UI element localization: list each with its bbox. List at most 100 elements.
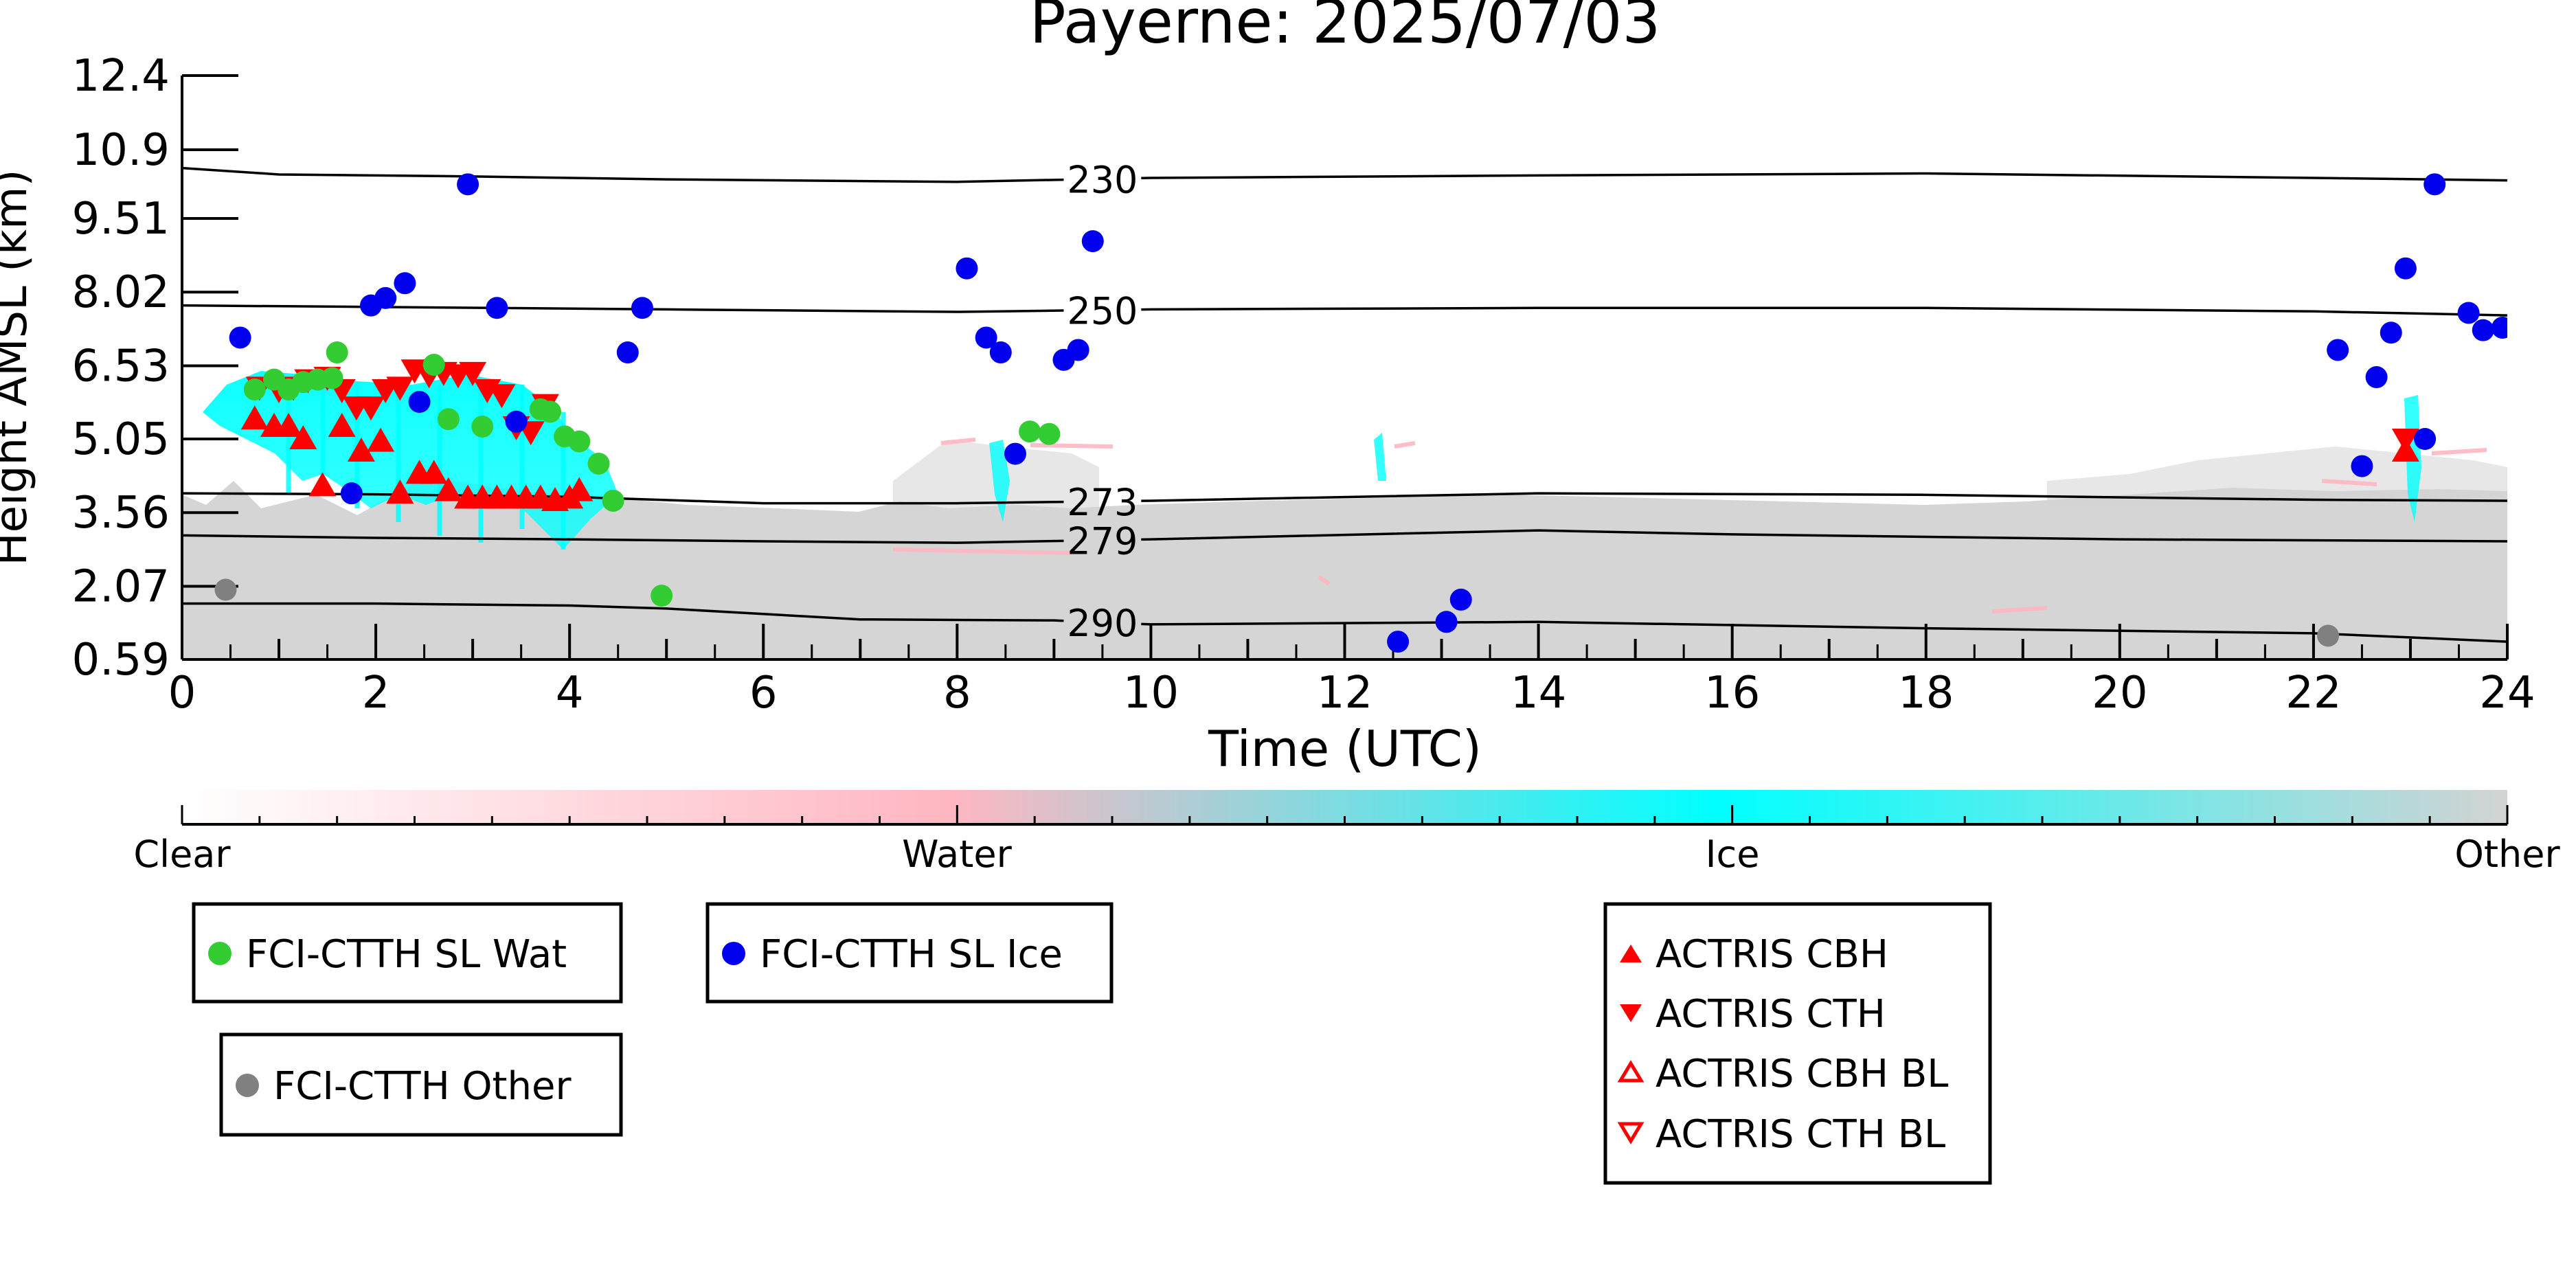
marker-fci-ctth-sl-ice <box>2365 366 2388 389</box>
marker-fci-ctth-sl-ice <box>394 272 416 295</box>
marker-fci-ctth-sl-ice <box>631 297 653 319</box>
marker-actris-cbh <box>328 413 356 438</box>
isotherm-label: 279 <box>1067 519 1138 563</box>
isotherm-line <box>1141 529 2508 543</box>
legend-marker-actris-cth <box>1620 1004 1642 1022</box>
x-tick-label: 4 <box>556 668 584 719</box>
marker-fci-ctth-sl-ice <box>486 297 508 319</box>
marker-fci-ctth-sl-ice <box>956 257 978 280</box>
marker-actris-cbh <box>240 405 269 430</box>
x-tick-label: 18 <box>1898 668 1954 719</box>
y-ticks: 0.59 2.07 3.56 5.05 6.53 8.02 9.51 10.9 12.4 <box>72 51 238 686</box>
marker-actris-cth <box>459 361 487 386</box>
marker-actris-cbh <box>289 425 317 450</box>
marker-actris-cbh <box>420 460 448 484</box>
marker-fci-ctth-sl-ice <box>2380 321 2402 344</box>
isotherm-line <box>1141 172 2508 182</box>
legend-label-actris-cbh: ACTRIS CBH <box>1656 932 1888 977</box>
x-tick-label: 6 <box>749 668 778 719</box>
marker-fci-ctth-sl-ice <box>975 326 997 349</box>
y-axis-label: Height AMSL (km) <box>0 170 37 566</box>
isotherm-label: 290 <box>1067 602 1138 645</box>
y-tick-label: 0.59 <box>72 635 170 686</box>
legend-label-fci-ice: FCI-CTTH SL Ice <box>760 932 1063 977</box>
marker-fci-ctth-sl-ice <box>2327 339 2349 361</box>
y-tick-label: 10.9 <box>72 125 170 176</box>
colorbar-label-water: Water <box>902 833 1012 876</box>
marker-fci-ctth-sl-wat <box>437 408 460 431</box>
marker-fci-ctth-sl-ice <box>1081 230 1104 253</box>
isotherm-line <box>181 304 1064 313</box>
x-tick-label: 12 <box>1317 668 1372 719</box>
marker-fci-ctth-sl-ice <box>1435 611 1458 633</box>
marker-fci-ctth-sl-ice <box>408 391 431 414</box>
marker-actris-cbh <box>347 437 375 462</box>
isotherm-label: 250 <box>1067 289 1138 332</box>
marker-fci-ctth-sl-wat <box>422 354 445 376</box>
marker-fci-ctth-sl-wat <box>651 585 673 607</box>
x-tick-label: 24 <box>2479 668 2535 719</box>
data-markers <box>214 173 2507 653</box>
marker-fci-ctth-sl-wat <box>471 416 494 438</box>
isotherm-line <box>1141 306 2508 317</box>
marker-fci-ctth-sl-ice <box>374 286 397 309</box>
marker-fci-ctth-sl-ice <box>340 482 363 505</box>
marker-actris-cbh <box>275 413 303 438</box>
marker-fci-ctth-sl-ice <box>457 173 479 196</box>
isotherm-line <box>182 602 1064 622</box>
marker-fci-ctth-sl-ice <box>1387 631 1410 653</box>
marker-fci-ctth-sl-ice <box>229 326 251 349</box>
legend-label-actris-cth: ACTRIS CTH <box>1656 992 1886 1037</box>
marker-fci-ctth-sl-ice <box>616 341 639 364</box>
marker-actris-cbh <box>386 479 414 504</box>
colorbar-label-clear: Clear <box>133 833 231 876</box>
marker-fci-ctth-sl-wat <box>321 367 343 389</box>
legend-label-fci-wat: FCI-CTTH SL Wat <box>246 932 567 977</box>
other-phase-upper <box>893 440 2507 508</box>
x-tick-label: 14 <box>1511 668 1566 719</box>
colorbar-ticks <box>181 805 2509 824</box>
colorbar: Clear Water Ice Other <box>133 790 2560 876</box>
x-tick-label: 10 <box>1123 668 1179 719</box>
x-ticks: 0 2 4 6 8 10 12 14 16 18 20 22 24 <box>168 624 2535 719</box>
marker-actris-cth <box>2391 429 2419 453</box>
marker-fci-ctth-sl-ice <box>2424 173 2446 196</box>
marker-fci-ctth-sl-wat <box>1038 422 1061 445</box>
marker-fci-ctth-sl-ice <box>2351 455 2373 477</box>
isotherm-label: 273 <box>1067 481 1138 524</box>
y-tick-label: 8.02 <box>72 267 170 318</box>
isotherm-line <box>181 534 1064 544</box>
marker-fci-ctth-sl-ice <box>505 410 528 433</box>
marker-fci-ctth-other <box>214 578 237 601</box>
marker-fci-ctth-sl-ice <box>2457 302 2480 324</box>
y-tick-label: 12.4 <box>72 51 170 102</box>
marker-actris-cth <box>488 384 516 409</box>
marker-actris-cbh <box>308 472 337 497</box>
marker-fci-ctth-sl-ice <box>1004 442 1026 465</box>
colorbar-label-other: Other <box>2454 833 2560 876</box>
marker-fci-ctth-sl-ice <box>2491 317 2507 339</box>
legend-marker-actris-cbh-bl <box>1617 1060 1645 1083</box>
marker-fci-ctth-sl-ice <box>2394 257 2417 280</box>
x-axis-label: Time (UTC) <box>1208 720 1482 778</box>
marker-fci-ctth-sl-wat <box>539 400 561 423</box>
marker-actris-cbh <box>367 427 395 452</box>
marker-fci-ctth-sl-wat <box>1019 420 1041 443</box>
marker-actris-cth <box>386 376 414 401</box>
legend-marker-fci-ice <box>722 942 745 965</box>
marker-fci-ctth-sl-wat <box>587 452 610 475</box>
water-phase-speckle <box>892 438 2487 613</box>
marker-fci-ctth-sl-wat <box>568 430 591 453</box>
legend-label-actris-cbh-bl: ACTRIS CBH BL <box>1656 1052 1948 1096</box>
marker-fci-ctth-sl-wat <box>602 489 624 512</box>
marker-actris-cbh <box>565 477 594 501</box>
y-tick-label: 2.07 <box>72 561 170 612</box>
legend-marker-actris-cth-bl <box>1617 1122 1645 1144</box>
chart-title: Payerne: 2025/07/03 <box>1030 0 1661 57</box>
legend-label-actris-cth-bl: ACTRIS CTH BL <box>1656 1112 1945 1157</box>
x-tick-label: 8 <box>943 668 971 719</box>
x-tick-label: 2 <box>362 668 390 719</box>
marker-fci-ctth-sl-ice <box>1449 588 1472 611</box>
